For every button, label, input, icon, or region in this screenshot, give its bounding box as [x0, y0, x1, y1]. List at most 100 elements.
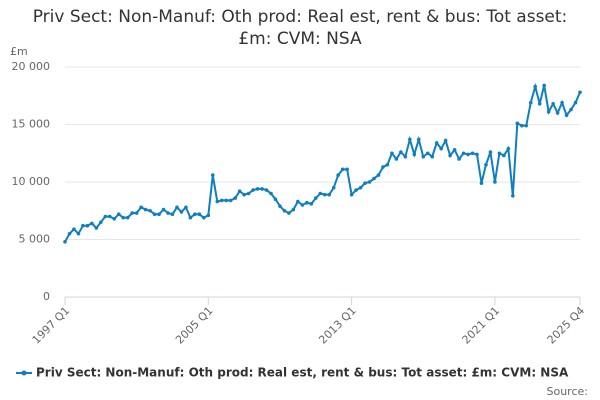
data-point [488, 150, 493, 154]
data-point [228, 198, 233, 203]
data-point [327, 192, 332, 197]
data-point [560, 100, 564, 105]
data-point [479, 181, 484, 185]
data-point [452, 148, 457, 152]
data-point [439, 146, 443, 151]
legend-marker [21, 370, 27, 376]
data-point [251, 188, 255, 192]
data-point [179, 210, 184, 214]
data-point [130, 211, 134, 215]
data-point [67, 231, 72, 236]
data-point [224, 198, 229, 203]
data-point [524, 123, 529, 128]
data-point [578, 90, 582, 95]
legend-label: Priv Sect: Non-Manuf: Oth prod: Real est… [36, 366, 569, 380]
x-tick-label: 2005 Q1 [173, 304, 216, 347]
data-point [412, 152, 417, 157]
data-point [551, 102, 555, 106]
y-tick-label: 15 000 [12, 118, 51, 131]
source: Source: [547, 385, 589, 398]
data-point [233, 196, 237, 200]
data-point [291, 207, 296, 212]
data-point [533, 84, 538, 89]
data-point [461, 151, 466, 156]
data-point [511, 194, 515, 198]
data-point [394, 157, 399, 161]
data-point [475, 152, 479, 157]
data-point [363, 181, 367, 185]
data-point [184, 205, 188, 210]
data-point [193, 212, 197, 216]
data-point [322, 192, 327, 197]
data-point [242, 192, 246, 197]
y-tick-label: 5 000 [19, 233, 51, 246]
data-point [497, 151, 502, 156]
data-point [443, 138, 448, 143]
data-point [305, 200, 309, 205]
data-point [139, 205, 143, 210]
data-point [99, 220, 103, 225]
data-point [340, 167, 345, 172]
data-point [282, 208, 287, 213]
data-point [210, 173, 215, 177]
data-point [188, 215, 193, 220]
x-tick-label: 2021 Q1 [460, 304, 503, 347]
series-line [64, 82, 581, 243]
data-point [528, 100, 533, 105]
data-point [555, 111, 560, 115]
data-point [381, 165, 385, 169]
data-point [408, 137, 412, 142]
data-point [349, 192, 354, 197]
data-point [358, 185, 363, 190]
data-point [134, 211, 139, 215]
data-point [237, 189, 242, 193]
data-point [519, 123, 524, 128]
data-point [309, 202, 314, 206]
data-point [421, 154, 426, 159]
data-point [345, 167, 349, 172]
data-point [569, 107, 573, 112]
data-point [255, 187, 260, 191]
data-point [537, 102, 542, 106]
data-point [336, 173, 340, 177]
data-point [166, 211, 170, 215]
data-point [103, 214, 108, 219]
data-point [197, 212, 202, 216]
data-point [161, 207, 166, 212]
data-point [157, 212, 161, 216]
data-point [399, 150, 403, 154]
data-point [81, 223, 85, 228]
data-point [425, 151, 430, 156]
chart-title: Priv Sect: Non-Manuf: Oth prod: Real est… [32, 7, 568, 49]
data-point [72, 227, 76, 231]
data-point [403, 154, 408, 159]
data-point [121, 215, 126, 220]
data-point [331, 185, 336, 190]
data-point [125, 215, 130, 220]
data-point [484, 162, 488, 167]
data-point [90, 221, 94, 226]
data-point [215, 199, 220, 204]
data-point [385, 162, 390, 167]
x-tick-label: 2013 Q1 [316, 304, 359, 347]
data-point [493, 180, 497, 184]
data-point [354, 188, 358, 192]
data-point [367, 180, 372, 184]
data-point [506, 146, 511, 151]
data-point [546, 110, 551, 114]
data-point [573, 100, 578, 105]
data-point [372, 176, 376, 181]
data-point [269, 191, 273, 196]
data-point [116, 212, 121, 216]
data-point [260, 187, 264, 191]
data-point [470, 151, 475, 156]
data-point [85, 223, 90, 228]
data-point [313, 196, 318, 200]
data-point [542, 83, 546, 88]
data-point [94, 226, 99, 230]
x-tick-label: 1997 Q1 [30, 304, 73, 347]
data-point [107, 214, 112, 219]
data-point [206, 213, 211, 218]
